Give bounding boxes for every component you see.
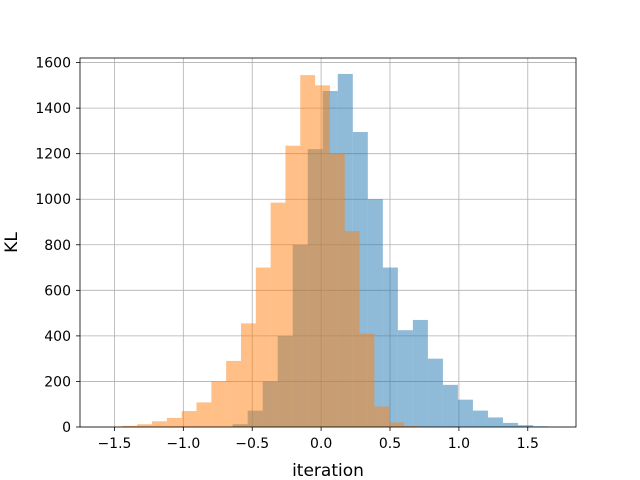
- histogram-bar: [255, 267, 271, 427]
- histogram-bar: [397, 330, 413, 427]
- histogram-series: [107, 75, 434, 427]
- histogram-bar: [270, 202, 286, 427]
- histogram-bar: [315, 85, 330, 427]
- histogram-bar: [374, 406, 390, 427]
- histogram-bar: [181, 411, 197, 427]
- histogram-bar: [344, 231, 360, 427]
- y-tick-label: 1000: [35, 192, 71, 208]
- histogram-bar: [240, 323, 256, 427]
- histogram-bar: [122, 425, 138, 427]
- axis-ticks: −1.5 −1.0 −0.5 0.0 0.5 1.0 1.5 0 200 400 600 800 100…: [35, 56, 539, 452]
- y-axis-title: KL: [2, 232, 22, 253]
- histogram-bar: [285, 145, 301, 427]
- histogram-bar: [457, 399, 473, 427]
- y-tick-label: 1200: [35, 147, 71, 163]
- histogram-bar: [517, 425, 534, 427]
- x-tick-label: 0.5: [379, 436, 401, 452]
- histogram-bar: [166, 417, 182, 427]
- histogram-bar: [442, 384, 458, 427]
- y-tick-label: 800: [44, 238, 71, 254]
- histogram-bars: [107, 73, 549, 428]
- histogram-bar: [300, 75, 316, 427]
- histogram-bar: [359, 333, 375, 427]
- y-tick-label: 400: [44, 329, 71, 345]
- histogram-bar: [487, 417, 503, 427]
- histogram-bar: [427, 358, 443, 427]
- x-tick-label: −1.5: [97, 436, 131, 452]
- y-tick-label: 1400: [35, 101, 71, 117]
- x-tick-label: 0.0: [310, 436, 332, 452]
- histogram-bar: [137, 424, 153, 427]
- histogram-bar: [152, 421, 167, 427]
- histogram-bar: [404, 426, 419, 427]
- x-axis-title: iteration: [292, 461, 364, 480]
- x-tick-label: −1.0: [166, 436, 200, 452]
- histogram-bar: [412, 319, 428, 427]
- y-tick-label: 0: [62, 420, 71, 436]
- histogram-bar: [389, 422, 405, 427]
- histogram-bar: [226, 360, 241, 427]
- histogram-bar: [502, 422, 518, 427]
- y-tick-label: 600: [44, 283, 71, 299]
- histogram-bar: [382, 267, 398, 427]
- y-tick-label: 1600: [35, 56, 71, 72]
- plot-area-frame: [79, 57, 577, 428]
- x-tick-label: −0.5: [235, 436, 269, 452]
- x-tick-label: 1.0: [448, 436, 470, 452]
- x-tick-label: 1.5: [517, 436, 539, 452]
- histogram-bar: [472, 410, 488, 427]
- histogram-bar: [329, 153, 345, 427]
- histogram-bar: [211, 381, 227, 427]
- y-tick-label: 200: [44, 374, 71, 390]
- histogram-bar: [196, 402, 212, 427]
